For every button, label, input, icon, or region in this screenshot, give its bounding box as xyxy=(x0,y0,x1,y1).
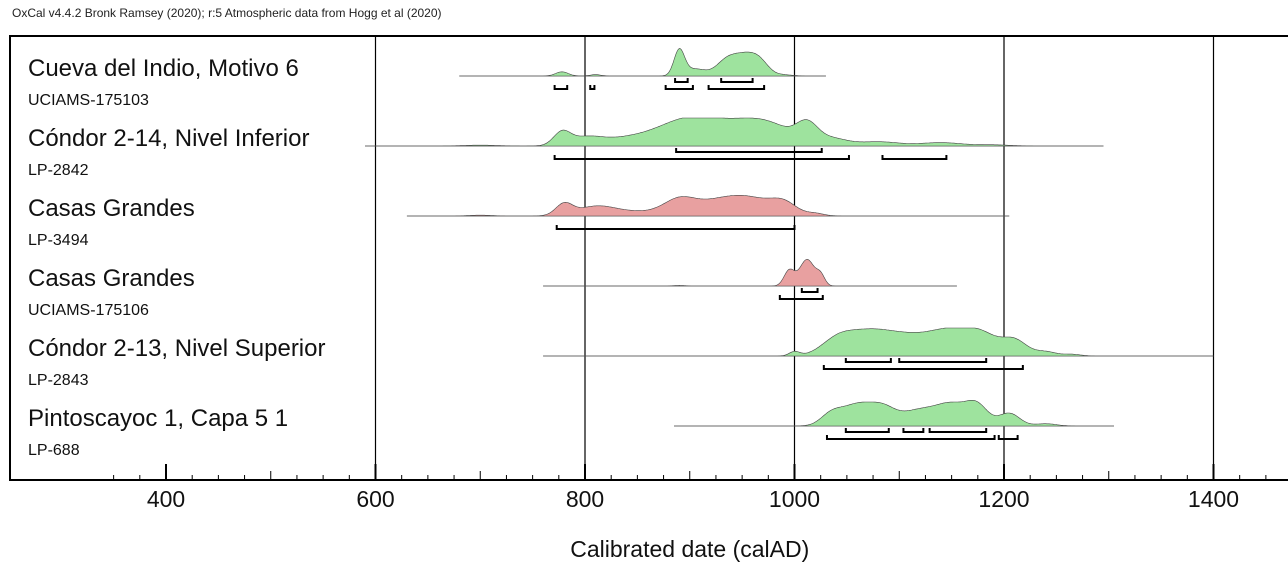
hpd-range xyxy=(778,295,824,300)
chart-header: OxCal v4.4.2 Bronk Ramsey (2020); r:5 At… xyxy=(12,6,442,20)
hpd-range xyxy=(928,428,988,433)
series-name: Cóndor 2-13, Nivel Superior xyxy=(28,335,325,362)
hpd-range xyxy=(825,435,996,440)
series-name: Casas Grandes xyxy=(28,265,195,292)
series-labels: Cueva del Indio, Motivo 6 UCIAMS-175103 Có… xyxy=(28,55,325,459)
distribution-6 xyxy=(674,400,1114,427)
series-code: LP-2842 xyxy=(28,162,89,179)
grid-lines xyxy=(9,35,1288,481)
hpd-range xyxy=(898,358,988,363)
x-axis-title: Calibrated date (calAD) xyxy=(570,536,809,562)
x-tick-label: 600 xyxy=(356,486,394,512)
series-code: LP-2843 xyxy=(28,372,89,389)
hpd-range xyxy=(674,78,689,83)
hpd-range xyxy=(555,225,796,230)
hpd-range xyxy=(553,155,850,160)
plot-frame xyxy=(9,35,1288,481)
distribution-1 xyxy=(459,48,826,77)
hpd-range xyxy=(800,288,819,293)
hpd-range xyxy=(902,428,925,433)
x-tick-label: 400 xyxy=(147,486,185,512)
hpd-range xyxy=(844,428,890,433)
hpd-range xyxy=(844,358,892,363)
series-code: LP-688 xyxy=(28,442,80,459)
hpd-range xyxy=(707,85,766,90)
hpd-range xyxy=(881,155,948,160)
distribution-4 xyxy=(543,258,957,287)
distribution-2 xyxy=(365,117,1104,147)
hpd-range xyxy=(589,85,596,90)
series-group xyxy=(365,48,1214,440)
hpd-range xyxy=(664,85,694,90)
x-tick-label: 1400 xyxy=(1188,486,1239,512)
series-name: Pintoscayoc 1, Capa 5 1 xyxy=(28,405,288,432)
series-code: UCIAMS-175106 xyxy=(28,302,149,319)
hpd-range xyxy=(720,78,754,83)
hpd-range xyxy=(822,365,1024,370)
hpd-range xyxy=(553,85,569,90)
series-code: UCIAMS-175103 xyxy=(28,92,149,109)
series-name: Cueva del Indio, Motivo 6 xyxy=(28,55,299,82)
x-tick-label: 1200 xyxy=(978,486,1029,512)
hpd-range xyxy=(675,148,823,153)
hpd-range xyxy=(997,435,1019,440)
x-tick-label: 800 xyxy=(566,486,604,512)
series-code: LP-3494 xyxy=(28,232,89,249)
distribution-3 xyxy=(406,195,1010,217)
x-tick-label: 1000 xyxy=(769,486,820,512)
distribution-5 xyxy=(543,327,1214,357)
series-name: Casas Grandes xyxy=(28,195,195,222)
series-name: Cóndor 2-14, Nivel Inferior xyxy=(28,125,309,152)
x-axis: 400 600 800 1000 1200 1400 xyxy=(113,464,1267,512)
